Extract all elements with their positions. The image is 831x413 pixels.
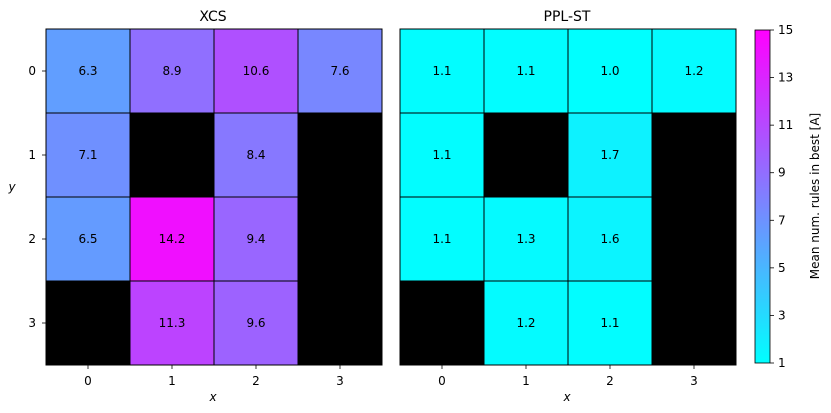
cell-value-label: 1.2 <box>516 316 535 330</box>
heatmap-cell <box>129 28 215 114</box>
x-tick-label: 1 <box>522 374 530 388</box>
heatmap-cell <box>129 280 215 366</box>
plot-frame <box>399 28 737 366</box>
colorbar-label: Mean num. rules in best [A] <box>808 113 822 279</box>
x-tick-label: 3 <box>336 374 344 388</box>
heatmap-cell <box>483 280 569 366</box>
cell-labels-xcs: 6.3 8.9 10.6 7.6 7.1 8.4 6.5 14.2 9.4 11.3 9.6 <box>78 64 349 330</box>
cell-value-label: 1.0 <box>600 64 619 78</box>
cell-value-label: 1.7 <box>600 148 619 162</box>
colorbar-tick-label: 5 <box>778 261 786 275</box>
ylabel-xcs: y <box>7 180 16 194</box>
heatmap-cell <box>399 280 485 366</box>
colorbar-tick-label: 7 <box>778 213 786 227</box>
y-ticks-xcs: 0 1 2 3 <box>28 64 46 330</box>
y-tick-label: 1 <box>28 148 36 162</box>
y-tick-label: 3 <box>28 316 36 330</box>
xlabel-ppl-st: x <box>562 390 571 404</box>
colorbar-tick-label: 13 <box>778 71 793 85</box>
colorbar-tick-label: 15 <box>778 23 793 37</box>
xlabel-xcs: x <box>208 390 217 404</box>
heatmap-cell <box>297 112 383 198</box>
heatmap-cell <box>651 196 737 282</box>
plot-frame <box>45 28 383 366</box>
colorbar-tick-label: 1 <box>778 356 786 370</box>
heatmap-xcs: XCS 6.3 8.9 10.6 7.6 7.1 8.4 6.5 14.2 9.4 11.3 9.6… <box>7 9 383 404</box>
y-tick-label: 2 <box>28 232 36 246</box>
cell-value-label: 9.4 <box>246 232 265 246</box>
heatmap-cell <box>567 196 653 282</box>
cell-value-label: 1.1 <box>516 64 535 78</box>
heatmap-cell <box>129 196 215 282</box>
cell-value-label: 1.6 <box>600 232 619 246</box>
heatmap-cell <box>45 280 131 366</box>
cell-value-label: 1.3 <box>516 232 535 246</box>
y-tick-label: 0 <box>28 64 36 78</box>
heatmap-cell <box>651 280 737 366</box>
x-ticks-ppl-st: 0 1 2 3 <box>438 365 698 388</box>
heatmap-cell <box>129 112 215 198</box>
heatmap-cell <box>483 112 569 198</box>
cell-value-label: 8.4 <box>246 148 265 162</box>
heatmap-cell <box>297 280 383 366</box>
heatmap-cell <box>297 196 383 282</box>
cell-value-label: 11.3 <box>159 316 186 330</box>
heatmap-cell <box>483 196 569 282</box>
cell-value-label: 1.2 <box>684 64 703 78</box>
x-tick-label: 2 <box>252 374 260 388</box>
heatmap-cell <box>213 112 299 198</box>
heatmap-cell <box>399 28 485 114</box>
colorbar-gradient <box>754 29 771 364</box>
cell-value-label: 8.9 <box>162 64 181 78</box>
x-tick-label: 2 <box>606 374 614 388</box>
x-tick-label: 3 <box>690 374 698 388</box>
heatmap-ppl-st: PPL-ST 1.1 1.1 1.0 1.21.1 1.71.1 1.3 1.61.2 1.1… <box>399 9 737 404</box>
cell-value-label: 9.6 <box>246 316 265 330</box>
title-xcs: XCS <box>199 9 226 25</box>
cell-labels-ppl-st: 1.1 1.1 1.0 1.2 1.1 1.7 1.1 1.3 1.6 1.2 1.1 <box>432 64 703 330</box>
cell-value-label: 6.3 <box>78 64 97 78</box>
heatmap-cell <box>297 28 383 114</box>
cells-xcs <box>45 28 383 366</box>
x-tick-label: 0 <box>84 374 92 388</box>
x-tick-label: 0 <box>438 374 446 388</box>
x-ticks-xcs: 0 1 2 3 <box>84 365 344 388</box>
cell-value-label: 10.6 <box>243 64 270 78</box>
cell-value-label: 6.5 <box>78 232 97 246</box>
cell-value-label: 1.1 <box>432 232 451 246</box>
x-tick-label: 1 <box>168 374 176 388</box>
heatmap-cell <box>567 280 653 366</box>
cell-value-label: 1.1 <box>432 148 451 162</box>
cell-value-label: 1.1 <box>600 316 619 330</box>
heatmap-cell <box>45 112 131 198</box>
colorbar-tick-label: 3 <box>778 308 786 322</box>
title-ppl-st: PPL-ST <box>544 9 591 25</box>
colorbar-tick-label: 11 <box>778 118 793 132</box>
cell-value-label: 1.1 <box>432 64 451 78</box>
heatmap-cell <box>45 28 131 114</box>
heatmap-cell <box>399 112 485 198</box>
colorbar-tick-label: 9 <box>778 166 786 180</box>
cell-value-label: 7.1 <box>78 148 97 162</box>
cell-value-label: 7.6 <box>330 64 349 78</box>
heatmap-cell <box>651 112 737 198</box>
cell-value-label: 14.2 <box>159 232 186 246</box>
cells-ppl-st <box>399 28 737 366</box>
